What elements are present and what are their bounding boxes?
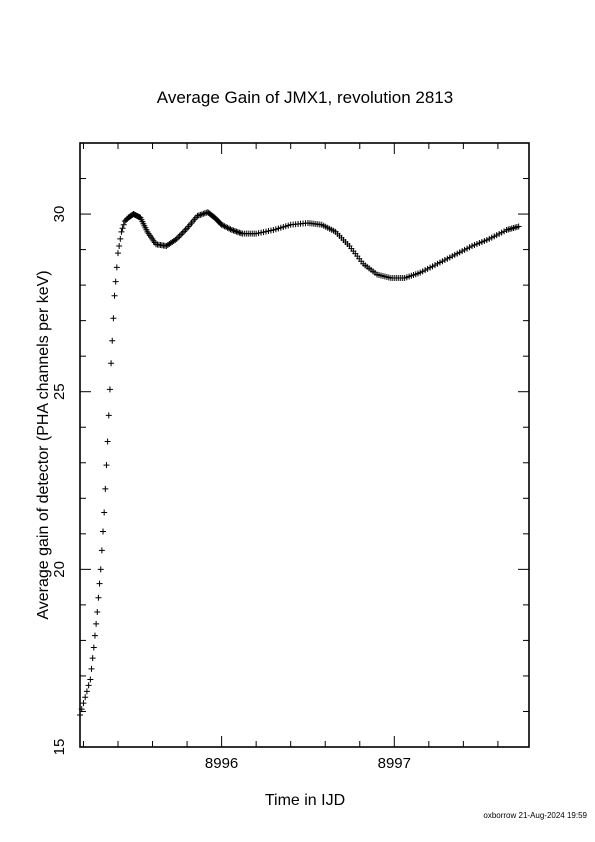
y-tick-label: 25 xyxy=(51,383,68,400)
data-point xyxy=(87,676,94,683)
data-point xyxy=(95,594,102,601)
data-point xyxy=(110,315,117,322)
data-point xyxy=(228,227,235,234)
data-point xyxy=(233,228,240,235)
data-point xyxy=(515,223,522,230)
data-point xyxy=(103,462,110,469)
data-point xyxy=(83,688,90,695)
data-point xyxy=(106,386,113,393)
data-point xyxy=(96,580,103,587)
chart-title: Average Gain of JMX1, revolution 2813 xyxy=(157,88,453,107)
tick-labels: 8996 8997 15 20 25 30 xyxy=(51,206,411,772)
data-point xyxy=(182,226,189,233)
data-point xyxy=(78,706,85,713)
footer-credit: oxborrow 21-Aug-2024 19:59 xyxy=(483,811,587,820)
data-point xyxy=(94,608,101,615)
data-points xyxy=(77,209,522,719)
data-point xyxy=(85,682,92,689)
data-point xyxy=(113,264,120,271)
data-point xyxy=(198,211,205,218)
data-point xyxy=(234,229,241,236)
data-point xyxy=(118,228,125,235)
plot-frame xyxy=(79,142,530,748)
axis-ticks xyxy=(80,142,529,748)
data-point xyxy=(230,227,237,234)
data-point xyxy=(93,620,100,627)
data-point xyxy=(111,292,118,299)
data-point xyxy=(98,547,105,554)
data-point xyxy=(89,655,96,662)
data-point xyxy=(116,243,123,250)
data-point xyxy=(120,221,127,228)
data-point xyxy=(97,566,104,573)
data-point xyxy=(88,665,95,672)
data-point xyxy=(227,226,234,233)
data-point xyxy=(231,228,238,235)
y-tick-label: 30 xyxy=(51,206,68,223)
data-point xyxy=(200,210,207,217)
data-point xyxy=(102,485,109,492)
data-point xyxy=(82,694,89,701)
data-point xyxy=(105,412,112,419)
data-point xyxy=(181,228,188,235)
y-tick-label: 15 xyxy=(51,739,68,756)
data-point xyxy=(101,509,108,516)
data-point xyxy=(179,229,186,236)
data-point xyxy=(178,231,185,238)
data-point xyxy=(119,225,126,232)
data-point xyxy=(80,700,87,707)
data-point xyxy=(104,438,111,445)
data-point xyxy=(237,230,244,237)
data-point xyxy=(90,644,97,651)
x-axis-label: Time in IJD xyxy=(265,792,345,809)
data-point xyxy=(195,212,202,219)
data-point xyxy=(112,278,119,285)
data-point xyxy=(91,632,98,639)
data-point xyxy=(117,235,124,242)
data-point xyxy=(194,212,201,219)
data-point xyxy=(109,337,116,344)
data-point xyxy=(176,232,183,239)
y-tick-label: 20 xyxy=(51,561,68,578)
data-point xyxy=(236,229,243,236)
y-axis-label: Average gain of detector (PHA channels p… xyxy=(35,270,52,619)
data-point xyxy=(114,250,121,257)
data-point xyxy=(77,712,83,719)
data-point xyxy=(197,211,204,218)
data-point xyxy=(108,360,115,367)
data-point xyxy=(172,236,179,243)
x-tick-label: 8997 xyxy=(378,755,411,772)
data-point xyxy=(100,528,107,535)
x-tick-label: 8996 xyxy=(205,755,238,772)
